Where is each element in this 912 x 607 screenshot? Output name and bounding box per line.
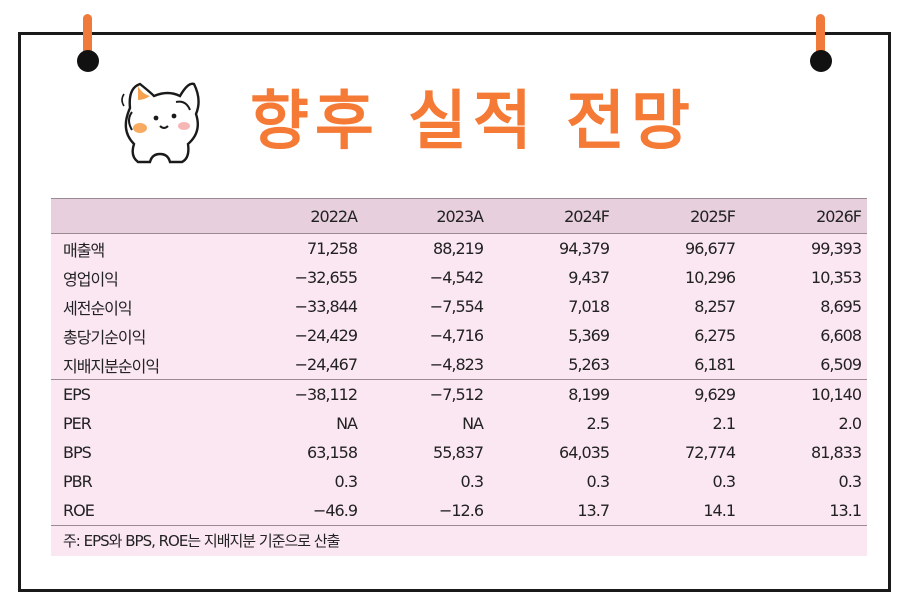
table-cell: −12.6 xyxy=(363,496,489,526)
table-cell: 94,379 xyxy=(489,233,615,263)
table-cell: −4,542 xyxy=(363,263,489,292)
table-cell: 5,369 xyxy=(489,321,615,350)
table-cell: NA xyxy=(237,409,363,438)
table-cell: 8,199 xyxy=(489,379,615,409)
row-label: PBR xyxy=(51,467,237,496)
table-cell: 10,140 xyxy=(741,379,867,409)
table-cell: 10,353 xyxy=(741,263,867,292)
table-cell: 13.7 xyxy=(489,496,615,526)
table-cell: 88,219 xyxy=(363,233,489,263)
table-row: 세전순이익 −33,844 −7,554 7,018 8,257 8,695 xyxy=(51,292,867,321)
table-row: 매출액 71,258 88,219 94,379 96,677 99,393 xyxy=(51,233,867,263)
table-cell: −7,554 xyxy=(363,292,489,321)
row-label: BPS xyxy=(51,438,237,467)
table-cell: 0.3 xyxy=(615,467,741,496)
header-cell xyxy=(51,198,237,234)
table-cell: 6,181 xyxy=(615,350,741,380)
table-cell: 0.3 xyxy=(237,467,363,496)
row-label: 매출액 xyxy=(51,233,237,263)
pin-left-icon xyxy=(77,14,99,74)
table-cell: −38,112 xyxy=(237,379,363,409)
table-cell: −46.9 xyxy=(237,496,363,526)
table-cell: 2.5 xyxy=(489,409,615,438)
header-cell: 2023A xyxy=(363,198,489,234)
table-cell: −24,429 xyxy=(237,321,363,350)
table-cell: −24,467 xyxy=(237,350,363,380)
pin-right-icon xyxy=(810,14,832,74)
table-cell: 10,296 xyxy=(615,263,741,292)
table-cell: 8,695 xyxy=(741,292,867,321)
table-cell: −4,716 xyxy=(363,321,489,350)
table-cell: 14.1 xyxy=(615,496,741,526)
table-row: PBR 0.3 0.3 0.3 0.3 0.3 xyxy=(51,467,867,496)
table-cell: 0.3 xyxy=(489,467,615,496)
table-cell: 96,677 xyxy=(615,233,741,263)
table-row: 영업이익 −32,655 −4,542 9,437 10,296 10,353 xyxy=(51,263,867,292)
table-cell: −4,823 xyxy=(363,350,489,380)
row-label: 지배지분순이익 xyxy=(51,350,237,380)
table-cell: 7,018 xyxy=(489,292,615,321)
table-cell: 9,437 xyxy=(489,263,615,292)
table-cell: 5,263 xyxy=(489,350,615,380)
table-cell: 9,629 xyxy=(615,379,741,409)
table-cell: 71,258 xyxy=(237,233,363,263)
page-title: 향후 실적 전망 xyxy=(250,85,696,159)
table-cell: NA xyxy=(363,409,489,438)
table-row: 총당기순이익 −24,429 −4,716 5,369 6,275 6,608 xyxy=(51,321,867,350)
table-cell: 8,257 xyxy=(615,292,741,321)
row-label: 영업이익 xyxy=(51,263,237,292)
header-cell: 2022A xyxy=(237,198,363,234)
table-cell: 55,837 xyxy=(363,438,489,467)
table-cell: −7,512 xyxy=(363,379,489,409)
row-label: ROE xyxy=(51,496,237,526)
table-cell: 81,833 xyxy=(741,438,867,467)
row-label: EPS xyxy=(51,379,237,409)
table-cell: 6,509 xyxy=(741,350,867,380)
table-cell: 99,393 xyxy=(741,233,867,263)
table-row: EPS −38,112 −7,512 8,199 9,629 10,140 xyxy=(51,379,867,409)
table-header-row: 2022A 2023A 2024F 2025F 2026F xyxy=(51,198,867,234)
cat-mascot-icon xyxy=(121,82,200,164)
table-cell: 0.3 xyxy=(741,467,867,496)
row-label: 세전순이익 xyxy=(51,292,237,321)
row-label: 총당기순이익 xyxy=(51,321,237,350)
table-cell: 72,774 xyxy=(615,438,741,467)
table-cell: 6,608 xyxy=(741,321,867,350)
table-row: ROE −46.9 −12.6 13.7 14.1 13.1 xyxy=(51,496,867,526)
table-note: 주: EPS와 BPS, ROE는 지배지분 기준으로 산출 xyxy=(51,526,867,556)
earnings-forecast-table: 2022A 2023A 2024F 2025F 2026F 매출액 71,258 8… xyxy=(51,198,867,556)
table-cell: 64,035 xyxy=(489,438,615,467)
table-row: 지배지분순이익 −24,467 −4,823 5,263 6,181 6,509 xyxy=(51,350,867,380)
table-cell: 6,275 xyxy=(615,321,741,350)
header-cell: 2025F xyxy=(615,198,741,234)
table-cell: −33,844 xyxy=(237,292,363,321)
row-label: PER xyxy=(51,409,237,438)
table-cell: 13.1 xyxy=(741,496,867,526)
header-cell: 2024F xyxy=(489,198,615,234)
table-cell: 63,158 xyxy=(237,438,363,467)
table-row: PER NA NA 2.5 2.1 2.0 xyxy=(51,409,867,438)
table-cell: 2.1 xyxy=(615,409,741,438)
table-row: BPS 63,158 55,837 64,035 72,774 81,833 xyxy=(51,438,867,467)
table-cell: −32,655 xyxy=(237,263,363,292)
table-cell: 2.0 xyxy=(741,409,867,438)
table-cell: 0.3 xyxy=(363,467,489,496)
header-cell: 2026F xyxy=(741,198,867,234)
